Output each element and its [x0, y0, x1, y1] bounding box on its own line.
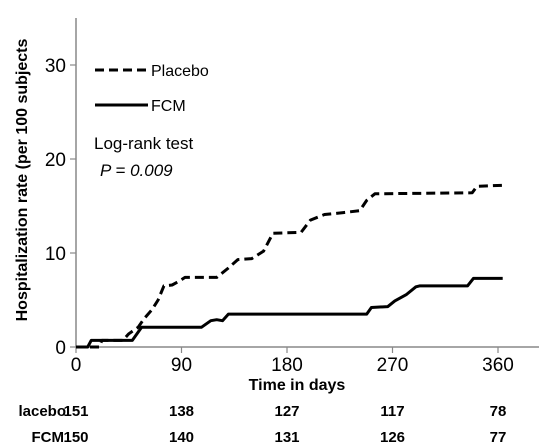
risk-cell: 126	[380, 429, 405, 446]
risk-cell: 151	[63, 403, 88, 420]
legend: Placebo FCM	[95, 63, 209, 115]
log-rank-label: Log-rank test	[94, 134, 193, 153]
y-axis-title: Hospitalization rate (per 100 subjects	[14, 39, 31, 322]
ticks: 0 90 180 270 360 0 10 20 30	[45, 56, 514, 376]
x-tick-label: 180	[271, 355, 303, 376]
x-tick-label: 360	[482, 355, 514, 376]
series-line-placebo	[76, 183, 503, 349]
risk-cell: 127	[274, 403, 299, 420]
legend-label-placebo: Placebo	[151, 63, 209, 80]
y-tick-label: 20	[45, 150, 66, 171]
risk-cell: 78	[490, 403, 507, 420]
p-value-label: P = 0.009	[100, 161, 173, 180]
risk-cell: 131	[274, 429, 299, 446]
y-tick-label: 30	[45, 56, 66, 77]
x-tick-label: 270	[377, 355, 409, 376]
risk-row-label: FCM	[32, 429, 65, 446]
risk-cell: 117	[380, 403, 404, 420]
risk-cell: 77	[490, 429, 507, 446]
x-tick-label: 0	[71, 355, 82, 376]
series-line-fcm	[76, 276, 503, 349]
x-tick-label: 90	[171, 355, 192, 376]
x-axis-title: Time in days	[249, 377, 346, 394]
axes	[75, 18, 539, 348]
y-tick-label: 10	[45, 244, 66, 265]
risk-cell: 140	[169, 429, 194, 446]
legend-label-fcm: FCM	[151, 98, 186, 115]
series-layer	[76, 183, 503, 349]
risk-cell: 150	[63, 429, 88, 446]
risk-cell: 138	[169, 403, 194, 420]
y-tick-label: 0	[55, 338, 66, 359]
risk-row-label: lacebo	[18, 403, 66, 420]
